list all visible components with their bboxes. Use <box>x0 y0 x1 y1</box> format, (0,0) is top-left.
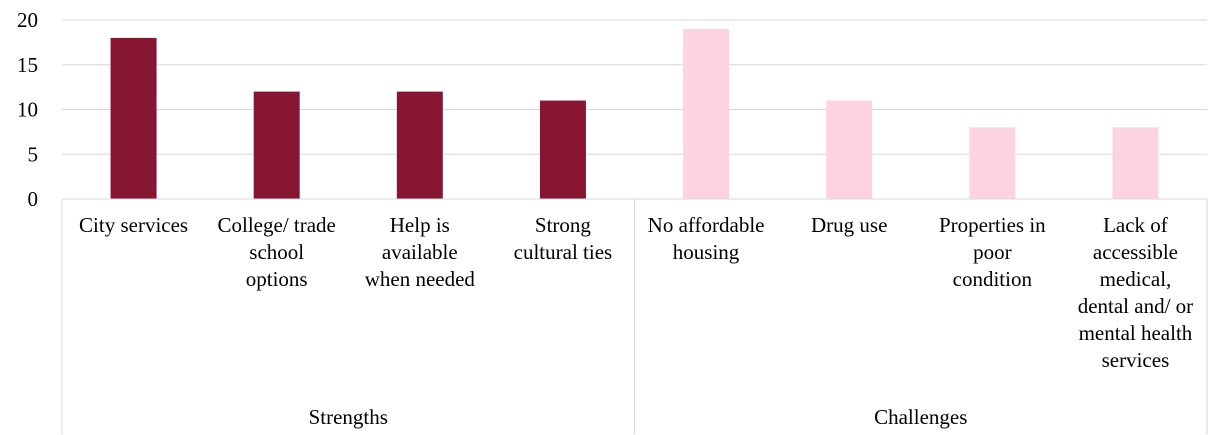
category-label: Strong cultural ties <box>514 213 613 264</box>
category-label-line: Drug use <box>811 213 887 237</box>
category-label-line: options <box>246 267 308 291</box>
y-tick-label: 15 <box>17 53 38 77</box>
bars <box>110 28 1159 200</box>
bar <box>539 100 586 199</box>
category-label-line: available <box>382 240 458 264</box>
category-label-line: City services <box>79 213 188 237</box>
category-label-line: Lack of <box>1103 213 1168 237</box>
y-tick-label: 10 <box>17 98 38 122</box>
bar <box>253 91 300 199</box>
bar <box>1112 127 1159 199</box>
category-label-line: dental and/ or <box>1078 294 1193 318</box>
category-label-line: housing <box>673 240 740 264</box>
category-label: Help is available when needed <box>365 213 476 291</box>
category-label-line: services <box>1102 348 1170 372</box>
bar <box>826 100 873 199</box>
category-labels: City services College/ trade school options… <box>79 213 1193 372</box>
category-label: College/ trade school options <box>218 213 336 291</box>
category-label: Drug use <box>811 213 887 237</box>
category-label-line: Strong <box>535 213 592 237</box>
category-label: Properties in poor condition <box>939 213 1046 291</box>
category-label-line: school <box>249 240 304 264</box>
y-tick-label: 5 <box>28 142 39 166</box>
bar <box>969 127 1016 199</box>
category-label-line: when needed <box>365 267 476 291</box>
bar <box>396 91 443 199</box>
category-label-line: cultural ties <box>514 240 613 264</box>
bar <box>110 37 157 200</box>
category-label: No affordable housing <box>648 213 765 264</box>
category-label-line: Properties in <box>939 213 1046 237</box>
category-label: Lack of accessible medical, dental and/ or m… <box>1078 213 1193 372</box>
bar <box>683 28 730 200</box>
category-label-line: College/ trade <box>218 213 336 237</box>
gridlines <box>62 19 1207 155</box>
category-label: City services <box>79 213 188 237</box>
y-axis-tick-labels: 0 5 10 15 20 <box>17 8 38 211</box>
category-label-line: medical, <box>1100 267 1172 291</box>
category-label-line: mental health <box>1079 321 1193 345</box>
category-label-line: condition <box>953 267 1033 291</box>
category-label-line: accessible <box>1093 240 1178 264</box>
y-tick-label: 0 <box>28 187 39 211</box>
axes <box>61 198 1208 434</box>
group-label: Strengths <box>309 405 388 429</box>
category-label-line: Help is <box>390 213 450 237</box>
group-labels: Strengths Challenges <box>309 405 968 429</box>
category-label-line: poor <box>973 240 1012 264</box>
category-label-line: No affordable <box>648 213 765 237</box>
group-label: Challenges <box>874 405 967 429</box>
y-tick-label: 20 <box>17 8 38 32</box>
